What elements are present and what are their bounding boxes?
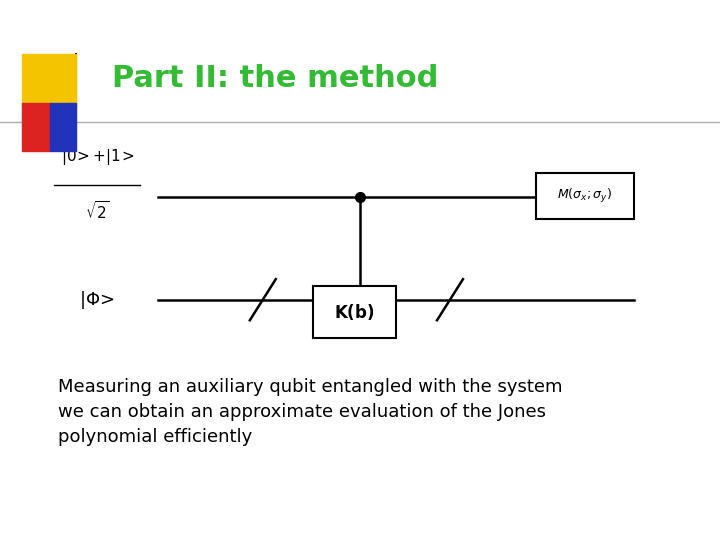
Bar	[22, 103, 50, 151]
Bar	[536, 173, 634, 219]
Text: $M(\sigma_x;\sigma_y)$: $M(\sigma_x;\sigma_y)$	[557, 187, 613, 205]
Bar	[22, 54, 76, 108]
Text: Part II: the method: Part II: the method	[112, 64, 438, 93]
Text: $|\Phi\!>$: $|\Phi\!>$	[79, 289, 115, 310]
Text: $\mathbf{K(b)}$: $\mathbf{K(b)}$	[334, 302, 375, 322]
Bar	[313, 286, 396, 338]
Bar	[50, 103, 76, 151]
Text: $\sqrt{2}$: $\sqrt{2}$	[85, 200, 109, 222]
Text: $|0\!>\!+\!|1\!>$: $|0\!>\!+\!|1\!>$	[60, 147, 134, 167]
Text: Measuring an auxiliary qubit entangled with the system
we can obtain an approxim: Measuring an auxiliary qubit entangled w…	[58, 378, 562, 446]
